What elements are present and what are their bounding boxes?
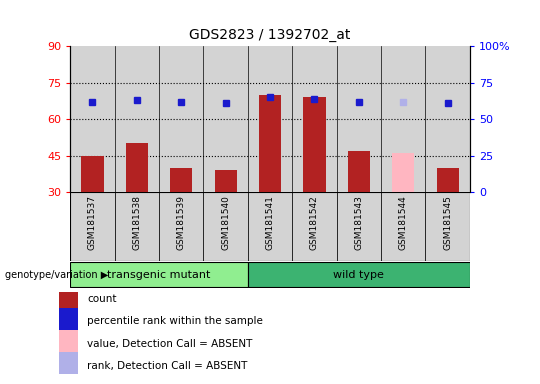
Bar: [248, 192, 292, 261]
Bar: [303, 97, 326, 192]
Text: GSM181540: GSM181540: [221, 195, 230, 250]
Text: GSM181543: GSM181543: [354, 195, 363, 250]
Bar: [436, 168, 458, 192]
Bar: [70, 192, 114, 261]
Bar: [259, 95, 281, 192]
Bar: [336, 192, 381, 261]
Text: wild type: wild type: [333, 270, 384, 280]
Bar: [381, 192, 426, 261]
Bar: [214, 170, 237, 192]
Text: GSM181545: GSM181545: [443, 195, 452, 250]
Bar: [392, 153, 414, 192]
Bar: [114, 46, 159, 192]
Text: GSM181538: GSM181538: [132, 195, 141, 250]
Bar: [82, 156, 104, 192]
Bar: [336, 46, 381, 192]
Bar: [426, 192, 470, 261]
Text: rank, Detection Call = ABSENT: rank, Detection Call = ABSENT: [87, 361, 248, 371]
Bar: [59, 286, 78, 308]
Bar: [59, 308, 78, 330]
Bar: [204, 192, 248, 261]
Text: transgenic mutant: transgenic mutant: [107, 270, 211, 280]
Bar: [159, 192, 204, 261]
Bar: [126, 143, 148, 192]
Bar: [248, 263, 470, 286]
Bar: [70, 263, 248, 286]
Text: value, Detection Call = ABSENT: value, Detection Call = ABSENT: [87, 339, 253, 349]
Bar: [248, 46, 292, 192]
Bar: [59, 353, 78, 374]
Text: percentile rank within the sample: percentile rank within the sample: [87, 316, 263, 326]
Text: GSM181539: GSM181539: [177, 195, 186, 250]
Bar: [70, 46, 114, 192]
Bar: [59, 330, 78, 353]
Text: GSM181544: GSM181544: [399, 195, 408, 250]
Text: genotype/variation ▶: genotype/variation ▶: [5, 270, 109, 280]
Text: GSM181541: GSM181541: [266, 195, 274, 250]
Bar: [426, 46, 470, 192]
Title: GDS2823 / 1392702_at: GDS2823 / 1392702_at: [190, 28, 350, 42]
Bar: [348, 151, 370, 192]
Bar: [170, 168, 192, 192]
Bar: [204, 46, 248, 192]
Bar: [292, 192, 336, 261]
Text: GSM181542: GSM181542: [310, 195, 319, 250]
Text: count: count: [87, 295, 117, 305]
Bar: [381, 46, 426, 192]
Text: GSM181537: GSM181537: [88, 195, 97, 250]
Bar: [159, 46, 204, 192]
Bar: [292, 46, 336, 192]
Bar: [114, 192, 159, 261]
